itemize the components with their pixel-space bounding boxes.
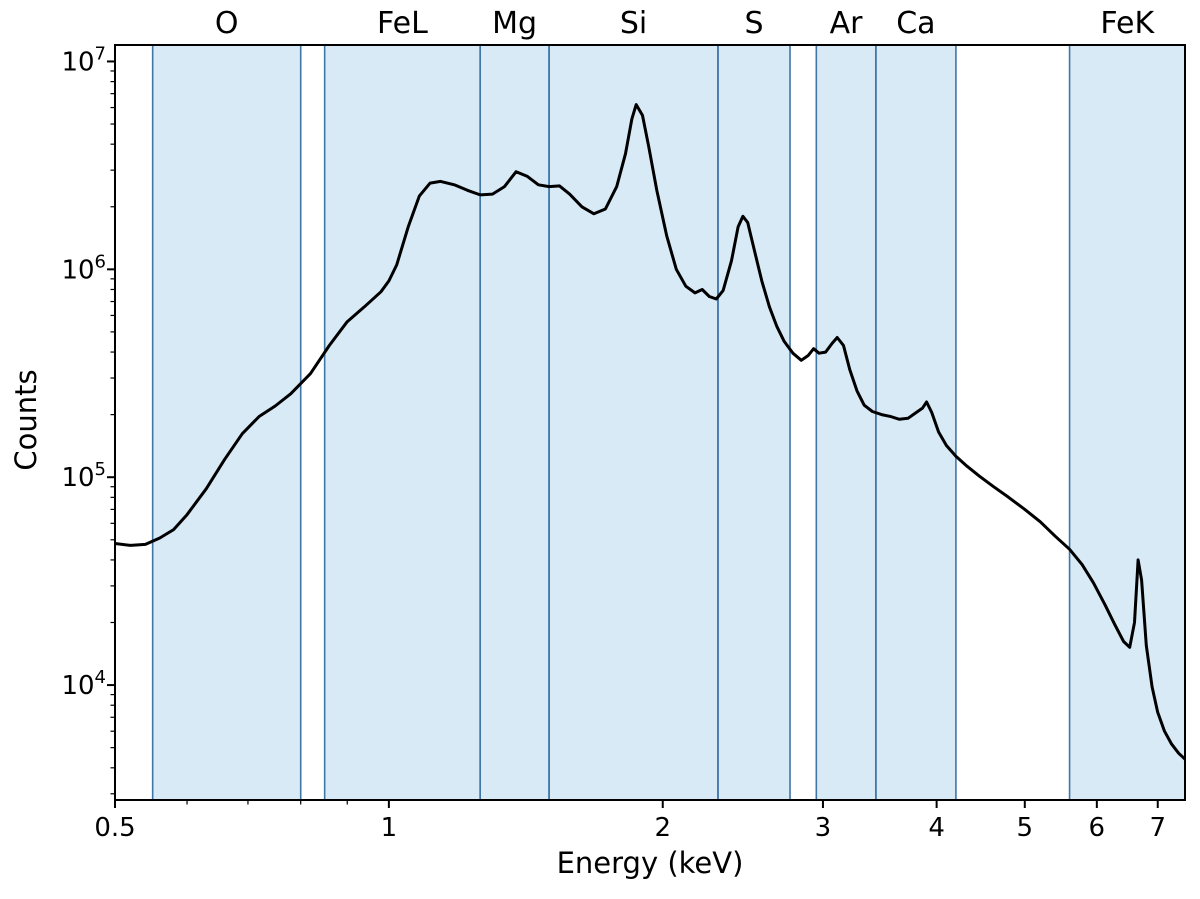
x-tick-label-5: 5 (1017, 813, 1034, 843)
x-tick-label-4: 4 (928, 813, 945, 843)
band-label-FeL: FeL (377, 6, 428, 41)
band-label-Si: Si (620, 6, 647, 41)
band-region-Ar (816, 45, 876, 800)
band-label-Mg: Mg (492, 6, 537, 41)
x-tick-label-3: 3 (815, 813, 832, 843)
band-region-FeL (324, 45, 481, 800)
band-region-Ca (875, 45, 956, 800)
x-tick-label-6: 6 (1089, 813, 1106, 843)
y-tick-label-1e7: 107 (61, 43, 106, 77)
y-tick-label-1e6: 106 (61, 251, 106, 285)
spectrum-line (115, 103, 1185, 761)
band-region-Si (549, 45, 718, 800)
x-tick-label-7: 7 (1149, 813, 1166, 843)
band-label-Ca: Ca (896, 6, 935, 41)
band-label-FeK: FeK (1100, 6, 1155, 41)
band-label-Ar: Ar (830, 6, 864, 41)
y-tick-label-1e5: 105 (61, 459, 106, 493)
x-tick-label-0.5: 0.5 (94, 813, 135, 843)
band-region-FeK (1069, 45, 1185, 800)
plot-frame (114, 44, 1186, 801)
band-label-O: O (215, 6, 239, 41)
x-axis-label: Energy (keV) (556, 846, 744, 880)
x-tick-label-2: 2 (654, 813, 671, 843)
band-region-O (152, 45, 301, 800)
band-region-Mg (480, 45, 550, 800)
x-tick-label-1: 1 (381, 813, 398, 843)
band-region-S (717, 45, 791, 800)
band-label-S: S (744, 6, 763, 41)
y-tick-label-1e4: 104 (61, 667, 106, 701)
y-axis-label: Counts (9, 369, 43, 471)
